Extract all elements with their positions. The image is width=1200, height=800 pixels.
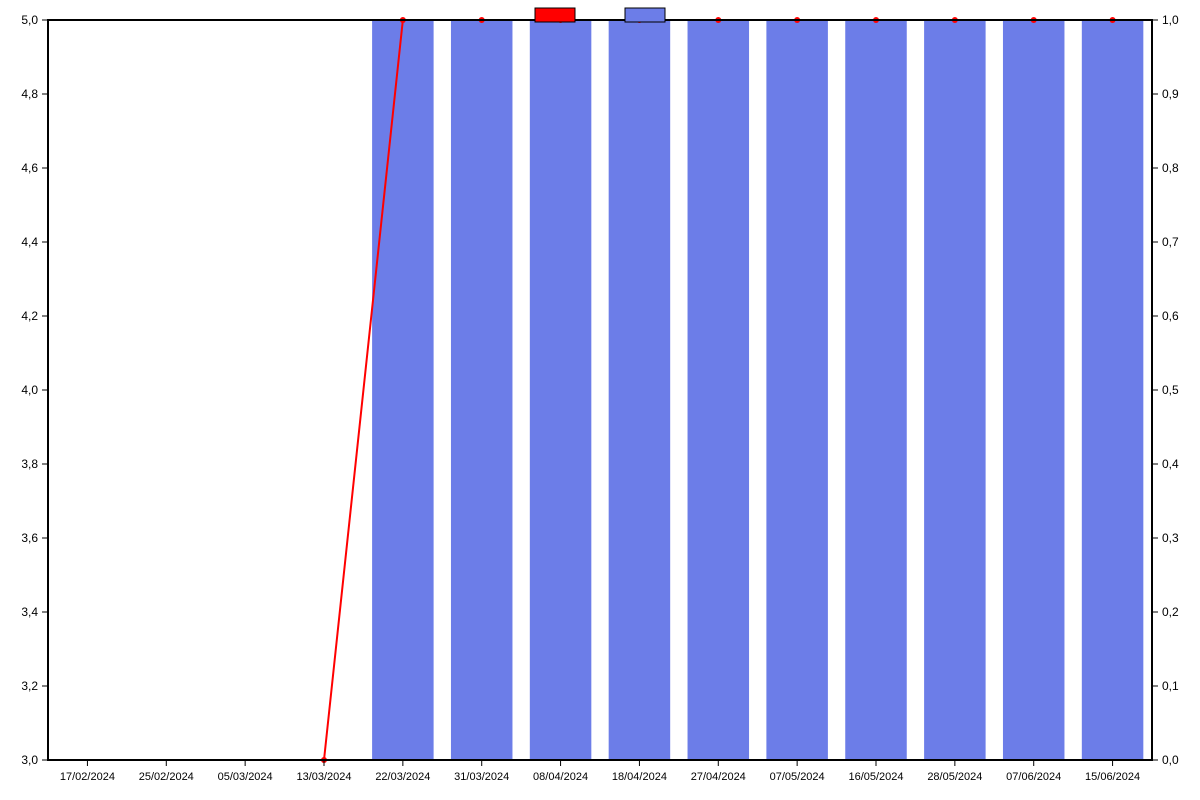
bar <box>766 20 828 760</box>
y-left-tick-label: 5,0 <box>21 13 38 27</box>
y-left-tick-label: 4,6 <box>21 161 38 175</box>
x-tick-label: 18/04/2024 <box>612 771 667 783</box>
x-tick-label: 05/03/2024 <box>218 771 273 783</box>
x-tick-label: 27/04/2024 <box>691 771 746 783</box>
y-right-tick-label: 0,2 <box>1162 605 1179 619</box>
y-left-tick-label: 4,0 <box>21 383 38 397</box>
y-right-tick-label: 0,7 <box>1162 235 1179 249</box>
x-tick-label: 16/05/2024 <box>848 771 903 783</box>
y-right-tick-label: 1,0 <box>1162 13 1179 27</box>
bar <box>372 20 434 760</box>
y-left-tick-label: 4,4 <box>21 235 38 249</box>
y-left-tick-label: 3,0 <box>21 753 38 767</box>
bar <box>1003 20 1065 760</box>
dual-axis-chart: 3,0 3,2 3,4 3,6 3,8 4,0 4,2 4,4 4,6 4,8 5,0 0,0 0,1 0… <box>0 0 1200 800</box>
y-right-tick-label: 0,8 <box>1162 161 1179 175</box>
x-tick-label: 22/03/2024 <box>375 771 430 783</box>
x-tick-label: 15/06/2024 <box>1085 771 1140 783</box>
y-right-tick-label: 0,1 <box>1162 679 1179 693</box>
y-left-tick-label: 3,2 <box>21 679 38 693</box>
bar <box>451 20 513 760</box>
y-left-tick-label: 4,2 <box>21 309 38 323</box>
bar <box>1082 20 1144 760</box>
bar <box>688 20 750 760</box>
x-tick-label: 13/03/2024 <box>296 771 351 783</box>
x-tick-label: 07/05/2024 <box>770 771 825 783</box>
y-right-tick-label: 0,5 <box>1162 383 1179 397</box>
y-left-tick-label: 3,8 <box>21 457 38 471</box>
x-tick-label: 25/02/2024 <box>139 771 194 783</box>
x-tick-label: 28/05/2024 <box>927 771 982 783</box>
y-left-tick-label: 3,6 <box>21 531 38 545</box>
bar <box>845 20 907 760</box>
x-tick-label: 17/02/2024 <box>60 771 115 783</box>
y-right-tick-label: 0,0 <box>1162 753 1179 767</box>
x-tick-label: 31/03/2024 <box>454 771 509 783</box>
y-right-tick-label: 0,3 <box>1162 531 1179 545</box>
y-left-tick-label: 4,8 <box>21 87 38 101</box>
legend-line-swatch <box>535 8 575 22</box>
x-tick-label: 07/06/2024 <box>1006 771 1061 783</box>
y-right-tick-label: 0,6 <box>1162 309 1179 323</box>
bar <box>609 20 671 760</box>
x-tick-label: 08/04/2024 <box>533 771 588 783</box>
y-right-tick-label: 0,9 <box>1162 87 1179 101</box>
legend-bar-swatch <box>625 8 665 22</box>
bar <box>924 20 986 760</box>
bar <box>530 20 592 760</box>
y-right-tick-label: 0,4 <box>1162 457 1179 471</box>
y-left-tick-label: 3,4 <box>21 605 38 619</box>
